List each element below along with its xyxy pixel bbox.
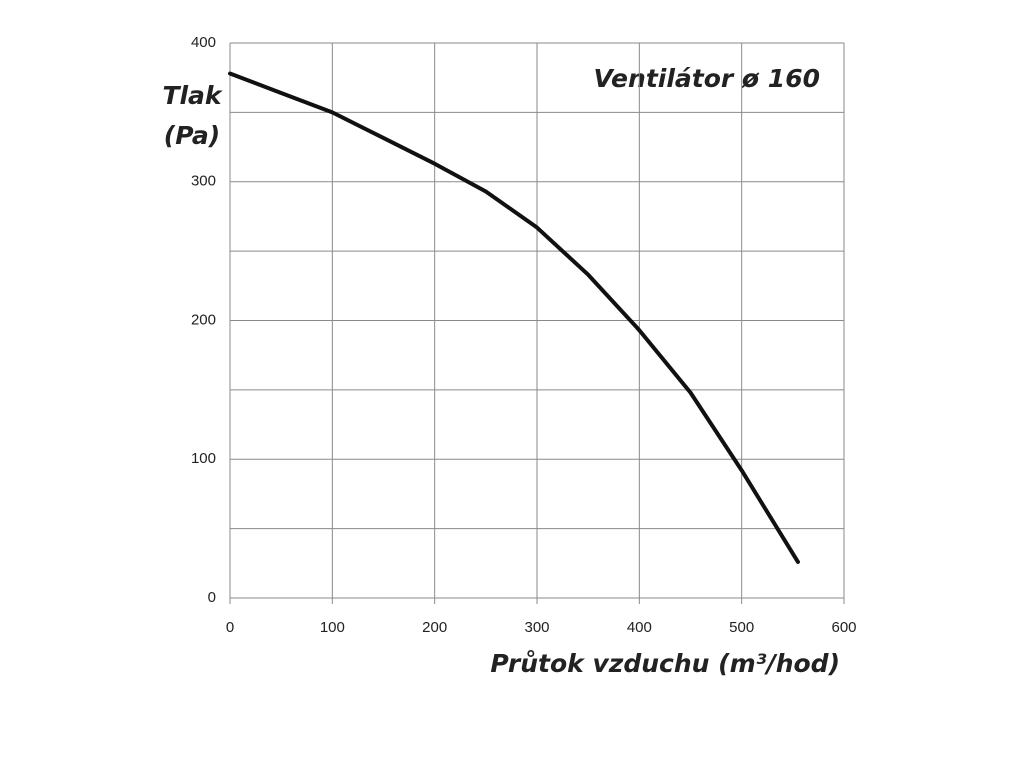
line-series	[228, 71, 800, 564]
x-tick-label: 200	[422, 619, 447, 636]
x-tick-label: 100	[320, 619, 345, 636]
y-axis-label: Tlak	[162, 81, 222, 110]
x-tick-label: 0	[226, 619, 234, 636]
x-axis-label: Průtok vzduchu (m³/hod)	[490, 649, 840, 678]
y-tick-label: 300	[191, 173, 216, 190]
y-tick-label: 0	[208, 589, 216, 606]
y-tick-label: 400	[191, 34, 216, 51]
chart-title: Ventilátor ø 160	[594, 64, 820, 93]
x-tick-label: 500	[729, 619, 754, 636]
x-tick-label: 600	[831, 619, 856, 636]
y-axis-label: (Pa)	[164, 121, 220, 150]
y-tick-label: 200	[191, 311, 216, 328]
y-tick-label: 100	[191, 450, 216, 467]
x-tick-label: 400	[627, 619, 652, 636]
x-tick-label: 300	[524, 619, 549, 636]
